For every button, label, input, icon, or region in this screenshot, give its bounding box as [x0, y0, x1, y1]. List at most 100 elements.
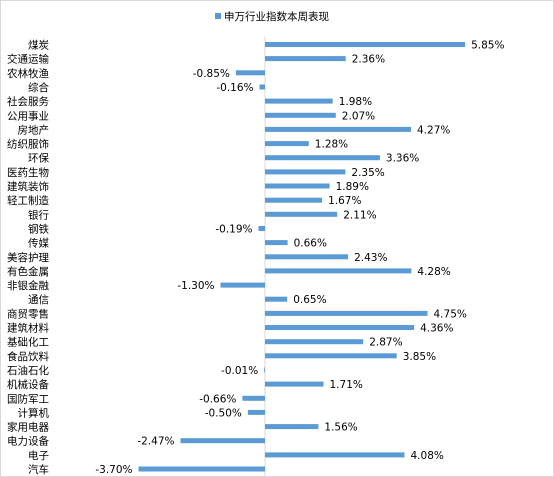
category-label: 通信 [28, 294, 49, 306]
value-label: -0.50% [205, 407, 242, 419]
bar-3 [259, 84, 265, 90]
value-label: 4.36% [420, 323, 453, 335]
value-label: 2.35% [351, 167, 384, 179]
bar-16 [265, 268, 412, 274]
value-label: -0.19% [215, 224, 252, 236]
category-label: 农林牧渔 [7, 67, 49, 80]
category-label: 汽车 [28, 463, 49, 476]
bar-25 [242, 395, 265, 401]
category-label: 有色金属 [7, 265, 49, 278]
bar-1 [265, 56, 346, 62]
value-label: 2.36% [352, 54, 385, 66]
bar-26 [247, 409, 265, 415]
category-label: 石油石化 [7, 364, 49, 377]
bar-13 [258, 226, 265, 231]
value-label: -1.30% [177, 280, 214, 292]
category-label: 综合 [28, 81, 49, 94]
category-label: 医药生物 [7, 166, 49, 179]
category-label: 公用事业 [7, 109, 49, 122]
legend: 申万行业指数本周表现 [215, 10, 329, 23]
value-label: 5.85% [471, 40, 504, 52]
bar-11 [265, 197, 323, 203]
value-label: 0.66% [294, 238, 327, 250]
bar-12 [265, 211, 338, 217]
category-label: 家用电器 [7, 421, 49, 434]
bar-6 [265, 126, 411, 132]
category-label: 非银金融 [7, 279, 49, 292]
category-label: 电子 [28, 449, 49, 462]
category-label: 电力设备 [7, 435, 49, 448]
bar-7 [265, 141, 309, 147]
bar-18 [265, 296, 288, 302]
value-label: 1.98% [339, 96, 372, 108]
category-label: 传媒 [28, 237, 49, 250]
category-label: 钢铁 [28, 223, 49, 236]
value-label: -0.01% [221, 365, 258, 377]
category-label: 食品饮料 [7, 350, 49, 363]
value-label: 2.87% [369, 337, 402, 349]
bar-10 [265, 183, 330, 189]
category-label: 交通运输 [7, 53, 49, 66]
value-label: 3.36% [386, 153, 419, 165]
category-label: 建筑装饰 [7, 180, 49, 193]
value-label: 3.85% [403, 351, 436, 363]
bar-4 [265, 98, 333, 104]
value-label: 2.11% [343, 209, 376, 221]
bar-28 [180, 438, 265, 444]
bar-15 [265, 254, 349, 260]
value-label: 1.56% [324, 422, 357, 434]
legend-label: 申万行业指数本周表现 [224, 10, 329, 23]
value-label: 4.28% [417, 266, 450, 278]
category-label: 美容护理 [7, 251, 49, 264]
category-labels: 煤炭交通运输农林牧渔综合社会服务公用事业房地产纺织服饰环保医药生物建筑装饰轻工制… [7, 39, 49, 477]
bar-9 [265, 169, 346, 175]
value-label: -3.70% [95, 464, 132, 476]
bar-14 [265, 240, 288, 246]
category-label: 计算机 [18, 406, 50, 419]
category-label: 轻工制造 [7, 194, 49, 207]
bar-27 [265, 424, 319, 430]
value-label: 4.08% [411, 450, 444, 462]
value-label: 0.65% [293, 294, 326, 306]
value-labels: 5.85% 2.36% -0.85% -0.16% 1.98% 2.07% 4.27% 1.2… [95, 40, 504, 477]
value-label: 1.89% [336, 181, 369, 193]
bar-24 [265, 381, 324, 387]
bar-5 [265, 112, 336, 118]
bar-21 [265, 339, 364, 345]
value-label: 2.07% [342, 110, 375, 122]
category-label: 煤炭 [28, 39, 49, 52]
category-label: 建筑材料 [7, 322, 49, 335]
bar-30 [138, 466, 265, 472]
bar-2 [235, 70, 265, 76]
legend-swatch [215, 13, 221, 19]
category-label: 机械设备 [7, 378, 49, 391]
category-label: 社会服务 [7, 95, 49, 108]
category-label: 纺织服饰 [7, 138, 49, 151]
bar-17 [220, 282, 265, 288]
bar-29 [265, 452, 405, 458]
category-label: 国防军工 [7, 392, 49, 405]
value-label: 1.71% [330, 379, 363, 391]
value-label: 2.43% [354, 252, 387, 264]
value-label: 1.67% [328, 195, 361, 207]
category-label: 基础化工 [7, 336, 49, 349]
bar-8 [265, 155, 380, 161]
value-label: -0.66% [199, 393, 236, 405]
category-label: 商贸零售 [7, 307, 49, 320]
value-label: -2.47% [137, 436, 174, 448]
value-label: 4.75% [434, 308, 467, 320]
value-label: 1.28% [315, 139, 348, 151]
value-label: -0.85% [193, 68, 230, 80]
category-label: 银行 [28, 208, 49, 221]
value-label: -0.16% [216, 82, 253, 94]
bars-group [138, 42, 466, 472]
value-label: 4.27% [417, 124, 450, 136]
category-label: 房地产 [18, 123, 50, 136]
bar-23 [264, 367, 265, 373]
bar-22 [265, 353, 397, 359]
bar-20 [265, 325, 415, 330]
bar-19 [265, 310, 428, 316]
category-label: 环保 [28, 152, 49, 165]
